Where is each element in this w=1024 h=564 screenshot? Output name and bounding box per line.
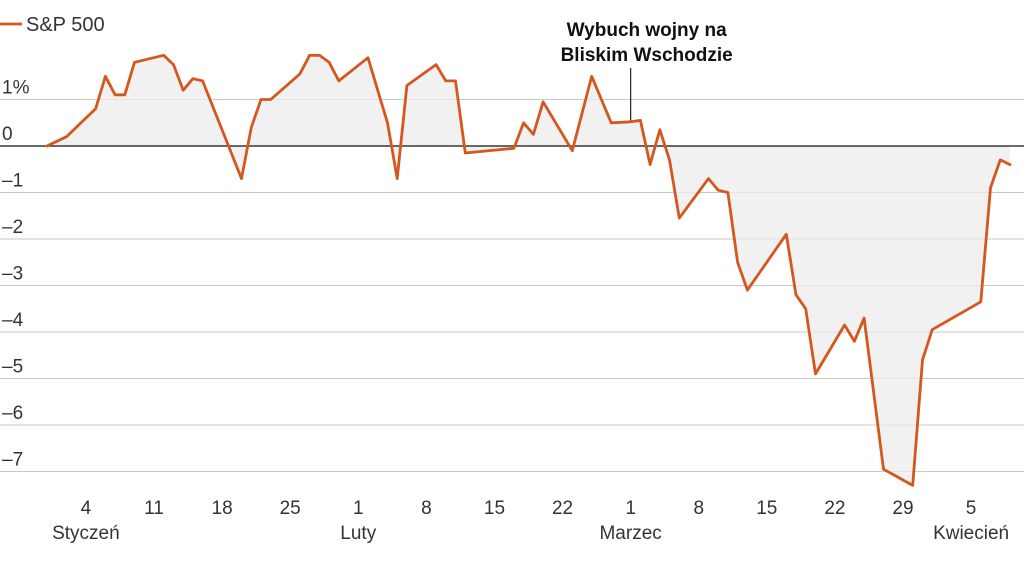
x-tick-label: 8 [693, 498, 704, 519]
x-tick-label: 22 [824, 498, 845, 519]
x-tick-label: 22 [552, 498, 573, 519]
series-area-fill [47, 55, 1010, 486]
gridlines [0, 99, 1024, 472]
y-tick-label: –2 [2, 217, 23, 238]
month-label: Marzec [599, 523, 661, 544]
y-tick-label: –3 [2, 264, 23, 285]
x-tick-label: 18 [212, 498, 233, 519]
annotation-text: Wybuch wojny na [567, 20, 728, 41]
x-tick-label: 15 [484, 498, 505, 519]
y-tick-label: –5 [2, 357, 23, 378]
y-tick-label: –6 [2, 403, 23, 424]
y-tick-label: –1 [2, 171, 23, 192]
x-tick-label: 4 [81, 498, 92, 519]
annotation: Wybuch wojny na Bliskim Wschodzie [561, 20, 733, 66]
y-axis-ticks: 1% 0 –1 –2 –3 –4 –5 –6 –7 [2, 78, 30, 471]
x-tick-label: 25 [280, 498, 301, 519]
legend: S&P 500 [0, 14, 105, 36]
month-label: Kwiecień [933, 523, 1009, 544]
y-tick-label: –4 [2, 310, 24, 331]
month-label: Styczeń [52, 523, 120, 544]
x-tick-label: 8 [421, 498, 432, 519]
x-axis-ticks: 4 11 18 25 1 8 15 22 1 8 15 22 29 5 [81, 498, 977, 519]
legend-label: S&P 500 [26, 14, 105, 36]
x-tick-label: 15 [756, 498, 777, 519]
x-tick-label: 1 [625, 498, 636, 519]
annotation-text: Bliskim Wschodzie [561, 45, 733, 66]
y-tick-label: 1% [2, 78, 30, 99]
y-tick-label: –7 [2, 450, 23, 471]
x-tick-label: 1 [353, 498, 364, 519]
series-line-sp500 [45, 53, 1012, 487]
month-labels: Styczeń Luty Marzec Kwiecień [52, 523, 1009, 544]
x-tick-label: 11 [144, 498, 164, 519]
month-label: Luty [340, 523, 376, 544]
x-tick-label: 29 [892, 498, 913, 519]
x-tick-label: 5 [966, 498, 977, 519]
y-tick-label: 0 [2, 124, 13, 145]
